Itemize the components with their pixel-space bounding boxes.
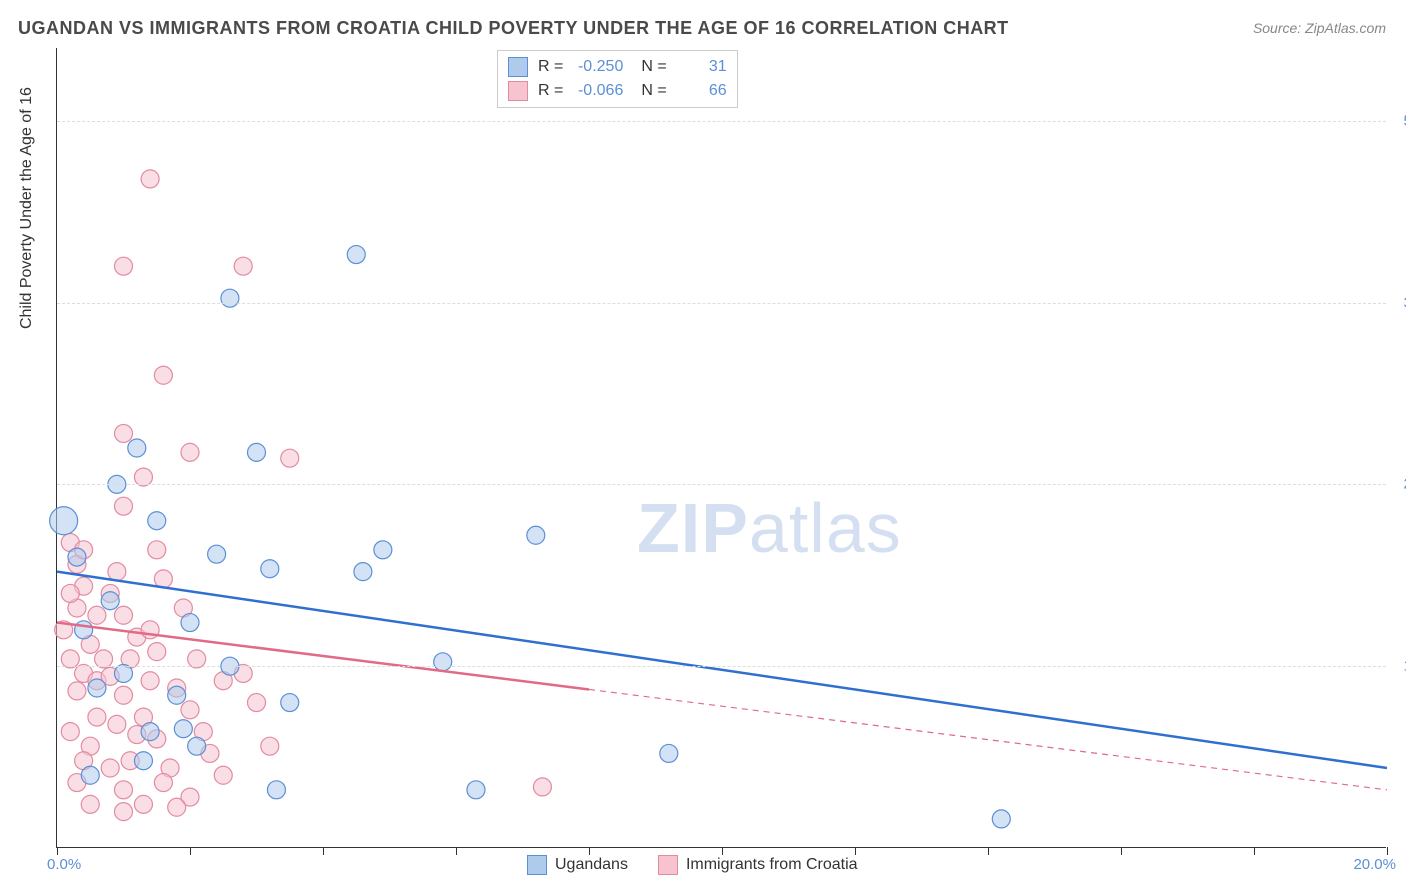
scatter-point	[141, 672, 159, 690]
scatter-point	[168, 686, 186, 704]
scatter-point	[281, 449, 299, 467]
scatter-point	[115, 497, 133, 515]
chart-title: UGANDAN VS IMMIGRANTS FROM CROATIA CHILD…	[18, 18, 1009, 39]
chart-svg	[57, 48, 1386, 847]
scatter-point	[374, 541, 392, 559]
scatter-point	[75, 621, 93, 639]
scatter-point	[141, 723, 159, 741]
scatter-point	[81, 795, 99, 813]
scatter-point	[174, 720, 192, 738]
legend-item-croatia: Immigrants from Croatia	[658, 855, 858, 875]
scatter-point	[88, 606, 106, 624]
x-tick	[323, 847, 324, 855]
scatter-point	[134, 795, 152, 813]
scatter-point	[992, 810, 1010, 828]
x-axis-end-label: 20.0%	[1353, 856, 1396, 873]
legend-label-croatia: Immigrants from Croatia	[686, 856, 858, 874]
grid-line	[57, 121, 1386, 122]
scatter-point	[115, 257, 133, 275]
scatter-point	[347, 246, 365, 264]
scatter-point	[115, 686, 133, 704]
scatter-point	[88, 708, 106, 726]
x-tick	[722, 847, 723, 855]
grid-line	[57, 666, 1386, 667]
scatter-point	[108, 715, 126, 733]
scatter-point	[101, 592, 119, 610]
scatter-point	[148, 512, 166, 530]
scatter-point	[660, 744, 678, 762]
scatter-point	[267, 781, 285, 799]
plot-area: ZIPatlas R = -0.250 N = 31 R = -0.066 N …	[56, 48, 1386, 848]
series-legend: Ugandans Immigrants from Croatia	[527, 855, 858, 875]
scatter-point	[234, 257, 252, 275]
scatter-point	[434, 653, 452, 671]
scatter-point	[115, 606, 133, 624]
scatter-point	[261, 737, 279, 755]
source-label: Source: ZipAtlas.com	[1253, 20, 1386, 36]
scatter-point	[154, 774, 172, 792]
scatter-point	[81, 766, 99, 784]
scatter-point	[128, 439, 146, 457]
scatter-point	[248, 694, 266, 712]
scatter-point	[141, 170, 159, 188]
x-axis-start-label: 0.0%	[47, 856, 81, 873]
x-tick	[1254, 847, 1255, 855]
scatter-point	[168, 798, 186, 816]
x-tick	[589, 847, 590, 855]
scatter-point	[61, 723, 79, 741]
scatter-point	[148, 541, 166, 559]
scatter-point	[68, 682, 86, 700]
scatter-point	[61, 584, 79, 602]
legend-swatch-ugandans	[527, 855, 547, 875]
scatter-point	[181, 614, 199, 632]
scatter-point	[248, 443, 266, 461]
scatter-point	[261, 560, 279, 578]
scatter-point	[115, 781, 133, 799]
grid-line	[57, 484, 1386, 485]
x-tick	[456, 847, 457, 855]
legend-item-ugandans: Ugandans	[527, 855, 628, 875]
legend-label-ugandans: Ugandans	[555, 856, 628, 874]
x-tick	[855, 847, 856, 855]
x-tick	[57, 847, 58, 855]
scatter-point	[214, 766, 232, 784]
x-tick	[190, 847, 191, 855]
x-tick	[1387, 847, 1388, 855]
scatter-point	[115, 803, 133, 821]
scatter-point	[108, 563, 126, 581]
trend-line	[57, 572, 1387, 768]
scatter-point	[188, 737, 206, 755]
scatter-point	[533, 778, 551, 796]
scatter-point	[50, 507, 78, 535]
scatter-point	[354, 563, 372, 581]
scatter-point	[181, 701, 199, 719]
scatter-point	[134, 752, 152, 770]
scatter-point	[467, 781, 485, 799]
scatter-point	[154, 366, 172, 384]
scatter-point	[208, 545, 226, 563]
scatter-point	[221, 289, 239, 307]
trend-line-dashed	[589, 689, 1387, 789]
scatter-point	[101, 759, 119, 777]
scatter-point	[88, 679, 106, 697]
scatter-point	[527, 526, 545, 544]
scatter-point	[281, 694, 299, 712]
legend-swatch-croatia	[658, 855, 678, 875]
grid-line	[57, 303, 1386, 304]
x-tick	[988, 847, 989, 855]
scatter-point	[115, 424, 133, 442]
x-tick	[1121, 847, 1122, 855]
y-axis-title: Child Poverty Under the Age of 16	[18, 87, 36, 329]
scatter-point	[148, 643, 166, 661]
scatter-point	[181, 443, 199, 461]
scatter-point	[68, 548, 86, 566]
